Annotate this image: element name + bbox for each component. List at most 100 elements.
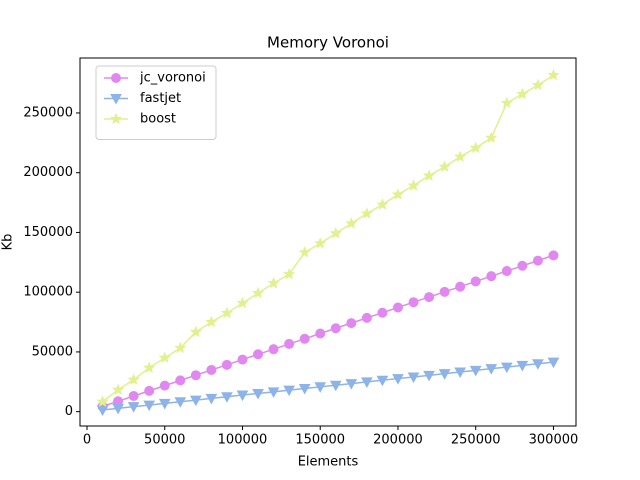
data-point (221, 392, 233, 403)
legend-label: jc_voronoi (139, 71, 206, 86)
data-point (189, 395, 202, 407)
data-point (96, 395, 109, 407)
data-point (423, 169, 436, 181)
x-tick-label: 300000 (529, 433, 579, 448)
data-point (517, 260, 528, 271)
data-point (455, 281, 466, 292)
data-point (408, 297, 419, 308)
data-point (392, 302, 403, 313)
data-point (206, 364, 217, 375)
data-point (252, 286, 265, 299)
x-axis-label: Elements (298, 455, 359, 470)
y-tick-label: 250000 (23, 105, 73, 120)
data-point (361, 377, 373, 388)
data-point (345, 379, 358, 390)
data-point (267, 387, 280, 398)
data-point (486, 271, 497, 282)
data-point (236, 390, 249, 402)
data-point (360, 207, 373, 219)
data-point (329, 227, 342, 239)
x-tick-label: 250000 (451, 433, 501, 448)
data-point (143, 361, 156, 373)
data-point (377, 307, 388, 318)
x-tick-label: 50000 (144, 433, 185, 448)
y-axis-label: Kb (1, 234, 16, 251)
data-point (547, 357, 560, 369)
data-point (485, 131, 498, 143)
data-point (127, 402, 140, 413)
data-point (454, 367, 467, 379)
data-point (376, 198, 389, 210)
legend-frame (95, 65, 217, 140)
data-point (548, 250, 559, 261)
data-point (298, 246, 311, 258)
data-point (205, 315, 218, 328)
data-point (516, 360, 529, 372)
y-tick-label: 200000 (23, 165, 73, 180)
data-point (267, 276, 280, 289)
data-point (500, 96, 513, 109)
data-point (158, 351, 171, 364)
data-point (532, 359, 544, 370)
data-point (470, 276, 481, 287)
y-tick-label: 100000 (23, 285, 73, 300)
data-point (361, 312, 372, 323)
data-point (128, 391, 139, 402)
data-point (189, 325, 202, 338)
data-point (501, 266, 512, 277)
data-point (253, 349, 264, 360)
legend-marker (110, 94, 122, 105)
data-point (127, 373, 140, 385)
data-point (144, 385, 155, 396)
data-point (159, 380, 170, 391)
data-point (158, 398, 171, 410)
data-point (252, 389, 264, 400)
data-point (237, 354, 248, 365)
y-tick-label: 0 (65, 404, 73, 419)
x-tick-label: 150000 (295, 433, 345, 448)
data-point (423, 370, 435, 382)
data-point (485, 364, 498, 375)
data-point (175, 375, 186, 386)
data-point (112, 403, 124, 415)
data-point (346, 318, 357, 329)
legend-marker (109, 112, 123, 125)
data-point (298, 383, 311, 395)
data-point (220, 306, 233, 319)
data-point (438, 160, 451, 172)
data-point (283, 385, 295, 397)
data-point (392, 374, 404, 385)
y-tick-label: 50000 (32, 344, 73, 359)
y-tick-label: 150000 (23, 225, 73, 240)
data-point (391, 188, 404, 200)
data-point (438, 369, 451, 380)
data-point (174, 397, 187, 408)
plot-frame (79, 57, 577, 427)
data-point (315, 328, 326, 339)
data-point (283, 267, 296, 280)
data-point (299, 333, 310, 344)
data-point (469, 141, 482, 153)
data-point (112, 383, 125, 395)
data-point (268, 344, 279, 355)
x-tick-label: 100000 (218, 433, 268, 448)
legend-label: boost (140, 112, 176, 127)
data-point (314, 382, 327, 393)
data-point (500, 362, 513, 374)
data-point (96, 405, 109, 417)
data-point (516, 87, 529, 100)
data-point (284, 338, 295, 349)
data-point (407, 179, 420, 191)
data-point (174, 341, 187, 354)
data-point (547, 68, 560, 81)
data-point (330, 323, 341, 334)
data-point (236, 296, 249, 309)
data-point (454, 150, 467, 162)
data-point (314, 237, 327, 249)
data-point (439, 286, 450, 297)
data-point (531, 78, 544, 91)
data-point (532, 255, 543, 266)
data-point (190, 370, 201, 381)
